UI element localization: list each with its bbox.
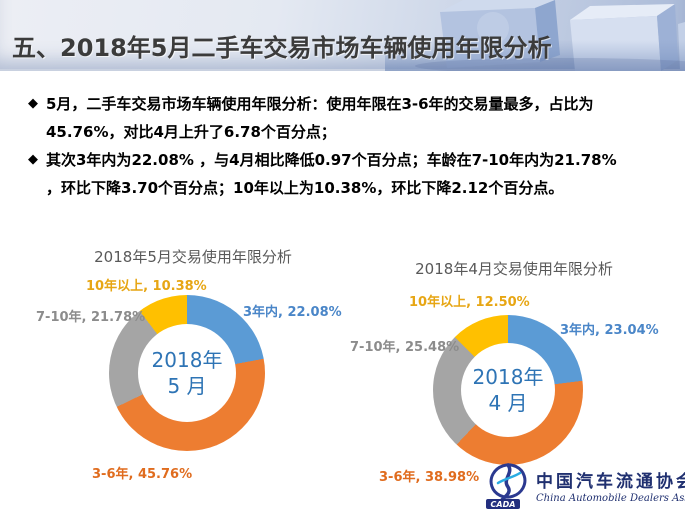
chart-title-may: 2018年5月交易使用年限分析 [94,248,292,266]
donut-hole: 2018年 5 月 [138,324,236,422]
center-label-year: 2018年 [472,365,544,389]
donut-chart-may: 2018年 5 月 [109,295,265,451]
diamond-bullet-icon: ◆ [28,152,38,167]
slice-label-3-6yr: 3-6年, 38.98% [379,470,480,485]
bullet-text: 5月，二手车交易市场车辆使用年限分析：使用年限在3-6年的交易量最多，占比为45… [46,95,594,141]
logo-text: 中国汽车流通协会 China Automobile Dealers Associ… [536,467,685,504]
slice-label-3yr: 3年内, 22.08% [243,305,342,320]
slice-label-3-6yr: 3-6年, 45.76% [92,467,193,482]
slice-label-7-10yr: 7-10年, 25.48% [350,340,460,355]
bullet-item: ◆ 其次3年内为22.08% ，与4月相比降低0.97个百分点；车龄在7-10年… [28,146,628,202]
summary-bullets: ◆ 5月，二手车交易市场车辆使用年限分析：使用年限在3-6年的交易量最多，占比为… [28,90,628,202]
cada-acronym: CADA [491,500,516,509]
cada-logo: CADA 中国汽车流通协会 China Automobile Dealers A… [484,461,685,509]
slice-label-over10yr: 10年以上, 10.38% [86,279,207,294]
donut-hole: 2018年 4 月 [461,343,555,437]
slice-label-3yr: 3年内, 23.04% [560,323,659,338]
page-title: 五、2018年5月二手车交易市场车辆使用年限分析 [12,34,552,62]
chart-title-april: 2018年4月交易使用年限分析 [415,260,613,278]
logo-name-chinese: 中国汽车流通协会 [536,471,685,492]
center-label-year: 2018年 [151,348,223,372]
bullet-item: ◆ 5月，二手车交易市场车辆使用年限分析：使用年限在3-6年的交易量最多，占比为… [28,90,628,146]
center-label-month: 5 月 [167,374,207,398]
bullet-text: 其次3年内为22.08% ，与4月相比降低0.97个百分点；车龄在7-10年内为… [46,151,617,197]
slice-label-over10yr: 10年以上, 12.50% [409,295,530,310]
cubes-decoration [385,0,685,71]
diamond-bullet-icon: ◆ [28,96,38,111]
slice-label-7-10yr: 7-10年, 21.78% [36,310,146,325]
banner: 五、2018年5月二手车交易市场车辆使用年限分析 [0,0,685,71]
logo-name-english: China Automobile Dealers Association [536,492,685,504]
center-label-month: 4 月 [488,391,528,415]
donut-center-label: 2018年 5 月 [152,347,223,399]
donut-center-label: 2018年 4 月 [473,364,544,416]
cada-emblem-icon: CADA [486,463,527,509]
donut-chart-april: 2018年 4 月 [433,315,583,465]
